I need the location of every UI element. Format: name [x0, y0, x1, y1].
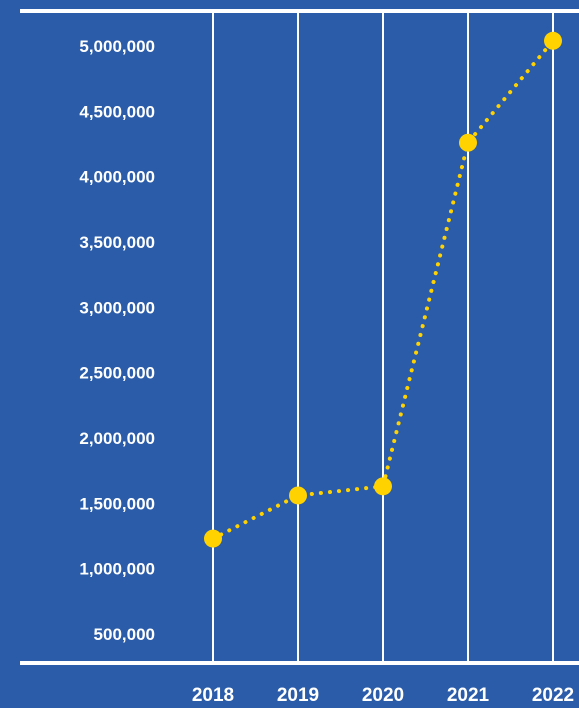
x-tick-label: 2021 — [447, 685, 490, 706]
gridlines — [212, 11, 554, 663]
y-tick-label: 5,000,000 — [79, 37, 155, 56]
data-point-2020 — [374, 477, 392, 496]
y-tick-label: 1,500,000 — [79, 494, 155, 513]
y-tick-label: 2,500,000 — [79, 364, 155, 383]
data-point-2021 — [459, 133, 477, 152]
y-tick-label: 500,000 — [94, 625, 155, 644]
data-point-2018 — [204, 529, 222, 548]
x-tick-label: 2018 — [192, 685, 234, 706]
y-tick-label: 3,500,000 — [79, 233, 155, 252]
y-tick-label: 4,000,000 — [79, 168, 155, 187]
data-points — [204, 31, 562, 548]
y-tick-label: 1,000,000 — [79, 560, 155, 579]
y-axis-tick-labels: 500,000 1,000,000 1,500,000 2,000,000 2,500,… — [79, 37, 155, 644]
y-tick-label: 2,000,000 — [79, 429, 155, 448]
x-tick-label: 2022 — [532, 685, 574, 706]
y-tick-label: 3,000,000 — [79, 298, 155, 317]
y-tick-label: 4,500,000 — [79, 102, 155, 121]
x-tick-label: 2020 — [362, 685, 404, 706]
x-axis-tick-labels: 2018 2019 2020 2021 2022 — [192, 685, 574, 706]
x-tick-label: 2019 — [277, 685, 319, 706]
data-point-2019 — [289, 486, 307, 505]
data-point-2022 — [544, 31, 562, 50]
